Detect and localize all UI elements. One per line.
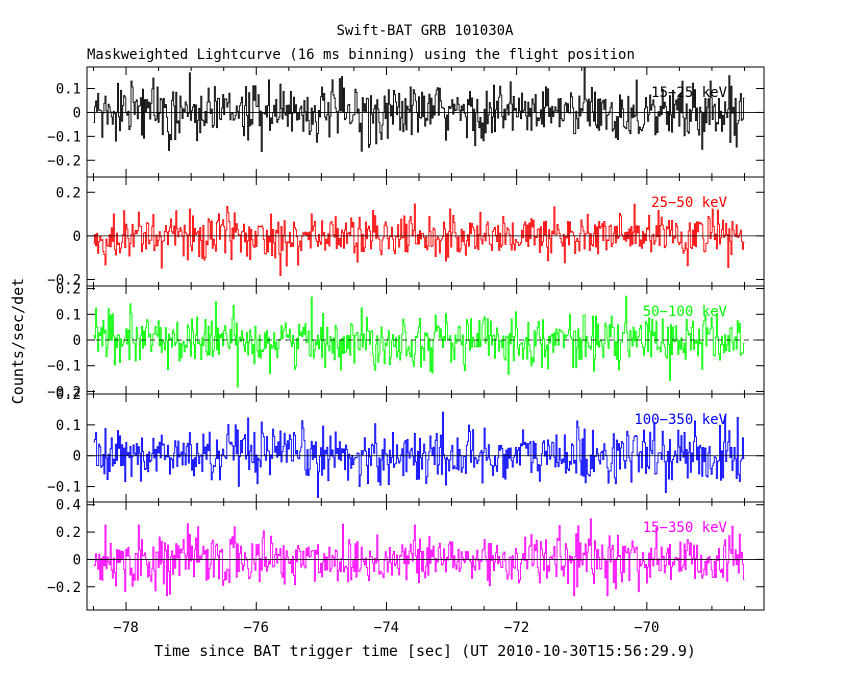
band-label: 25−50 keV (651, 195, 727, 211)
series-line (93, 67, 745, 152)
panels-group: −0.2−0.100.1 15−25 keV−0.200.225−50 keV−0… (47, 66, 765, 611)
series-line (93, 203, 745, 276)
y-tick-label: 0.1 (56, 82, 81, 98)
series-line (93, 411, 745, 498)
y-tick-label: 0 (73, 229, 81, 245)
panel-100-350-kev: −0.1 0 0.1 0.2 100−350 keV (47, 387, 765, 503)
series-line (93, 295, 745, 388)
y-tick-label: −0.2 (47, 153, 81, 169)
y-tick-label: 0.1 (56, 418, 81, 434)
chart-title: Swift-BAT GRB 101030A (336, 23, 514, 39)
y-tick-label: 0.2 (56, 282, 81, 298)
series-line (93, 518, 745, 597)
x-axis-label: Time since BAT trigger time [sec] (UT 20… (154, 642, 696, 660)
band-label: 50−100 keV (643, 304, 728, 320)
panel-25-50-kev: −0.2 0 0.2 25−50 keV (47, 176, 765, 288)
y-tick-label: 0 (73, 449, 81, 465)
y-tick-label: 0 (73, 333, 81, 349)
y-tick-label: 0.4 (56, 498, 81, 514)
panel-frame (86, 176, 765, 287)
x-tick-label: −74 (374, 620, 399, 636)
band-label: 15−350 keV (643, 520, 728, 536)
y-tick-label: −0.2 (47, 580, 81, 596)
panel-frame (86, 501, 765, 611)
band-label: 100−350 keV (634, 412, 727, 428)
panel-15-25-kev: −0.2 −0.1 0 0.1 15−25 keV (47, 66, 765, 178)
y-tick-label: 0.2 (56, 185, 81, 201)
x-axis: −78 −76 −74 −72 −70 (113, 620, 659, 636)
band-label: 15−25 keV (651, 85, 727, 101)
panel-50-100-kev: −0.2 −0.1 0 0.1 0.2 50−100 keV (47, 282, 765, 400)
y-tick-label: 0 (73, 552, 81, 568)
y-tick-label: −0.1 (47, 480, 81, 496)
y-tick-label: 0 (73, 105, 81, 121)
x-tick-label: −72 (504, 620, 529, 636)
y-tick-label: −0.2 (47, 272, 81, 288)
x-tick-label: −78 (113, 620, 138, 636)
y-axis-label: Counts/sec/det (9, 278, 27, 404)
y-tick-label: −0.2 (47, 384, 81, 400)
y-tick-label: −0.1 (47, 129, 81, 145)
y-tick-label: 0.2 (56, 525, 81, 541)
y-tick-label: 0.2 (56, 387, 81, 403)
panel-15-350-kev: −0.2 0 0.2 0.4 15−350 keV (47, 498, 765, 611)
y-tick-label: −0.1 (47, 359, 81, 375)
y-tick-label: 0.1 (56, 307, 81, 323)
x-tick-label: −70 (634, 620, 659, 636)
x-tick-label: −76 (244, 620, 269, 636)
chart-subtitle: Maskweighted Lightcurve (16 ms binning) … (87, 47, 635, 63)
